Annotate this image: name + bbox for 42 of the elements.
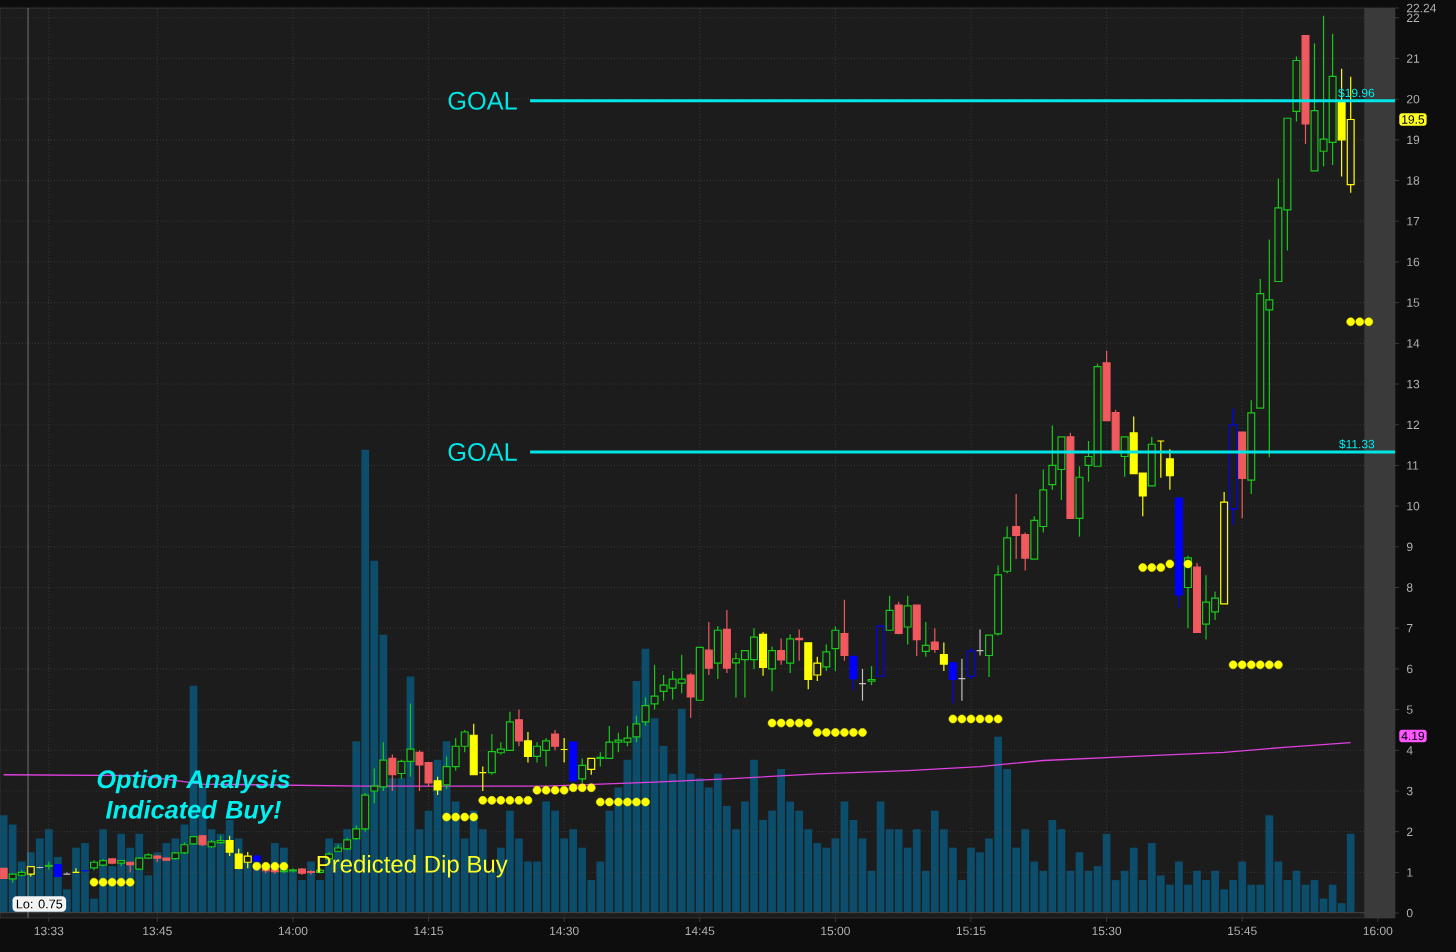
y-tick-label: 3 [1406,786,1413,796]
y-tick-label: 4 [1406,746,1413,755]
y-tick-label: 15 [1407,298,1420,307]
x-tick-label: 13:33 [34,926,64,936]
x-tick-label: 13:45 [143,926,172,936]
x-tick-label: 15:45 [1228,926,1257,936]
y-tick-label: 22.24 [1406,3,1437,13]
x-tick-label: 14:30 [550,926,579,936]
y-tick-label: 2 [1406,827,1413,836]
y-tick-label: 11 [1407,461,1419,470]
x-tick-label: 14:45 [685,926,715,936]
y-tick-label: 12 [1407,420,1420,429]
y-tick-label: 6 [1406,664,1413,674]
x-tick-label: 15:00 [821,926,850,936]
y-tick-label: 8 [1406,583,1413,592]
text: 4.19 [1401,731,1425,741]
y-tick-label: 13 [1407,379,1420,389]
y-tick-label: 9 [1406,542,1413,552]
ref-line-label: GOAL [448,443,517,461]
y-tick-label: 0 [1406,908,1413,918]
y-tick-label: 18 [1407,176,1420,185]
annotation: Lo: 0.75 [16,899,63,909]
y-tick-label: 1 [1407,868,1413,877]
annotation: $11.33 [1339,439,1375,450]
y-tick-label: 20 [1406,94,1420,104]
annotation: Predicted Dip Buy [317,855,508,878]
y-tick-label: 16 [1407,257,1420,267]
y-tick-label: 19 [1407,135,1420,145]
x-tick-label: 15:30 [1092,926,1122,936]
x-tick-label: 16:00 [1363,926,1393,936]
y-tick-label: 17 [1407,217,1420,226]
y-tick-label: 22 [1406,13,1420,22]
y-tick-label: 7 [1406,624,1413,633]
y-tick-label: 14 [1407,339,1420,348]
x-tick-label: 14:00 [278,926,308,936]
ref-line-label: GOAL [448,91,517,110]
x-tick-label: 15:15 [956,926,986,936]
y-tick-label: 10 [1407,501,1420,511]
y-tick-label: 5 [1406,705,1413,714]
y-tick-label: 21 [1406,54,1420,63]
text: 19.5 [1402,115,1425,124]
x-tick-label: 14:15 [414,926,444,936]
